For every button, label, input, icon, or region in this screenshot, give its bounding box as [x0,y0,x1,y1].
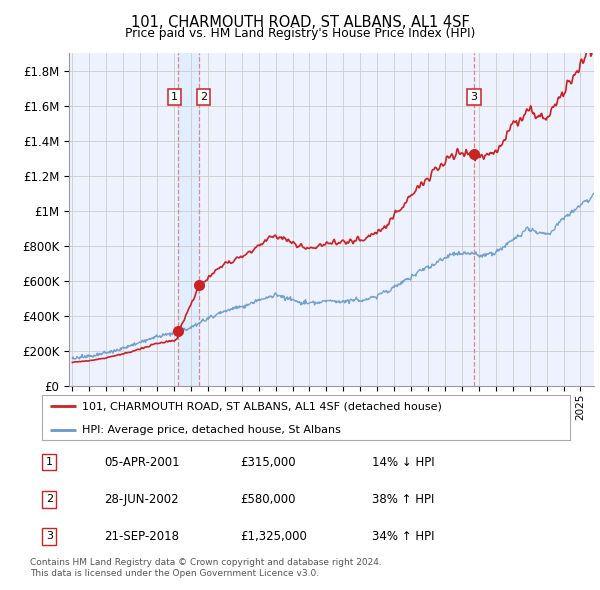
Text: Price paid vs. HM Land Registry's House Price Index (HPI): Price paid vs. HM Land Registry's House … [125,27,475,40]
Text: 3: 3 [470,92,478,102]
Text: 14% ↓ HPI: 14% ↓ HPI [372,455,435,468]
Bar [178,53,199,386]
Text: 34% ↑ HPI: 34% ↑ HPI [372,530,435,543]
Text: Contains HM Land Registry data © Crown copyright and database right 2024.
This d: Contains HM Land Registry data © Crown c… [30,558,382,578]
Text: 2: 2 [200,92,207,102]
Text: 101, CHARMOUTH ROAD, ST ALBANS, AL1 4SF (detached house): 101, CHARMOUTH ROAD, ST ALBANS, AL1 4SF … [82,401,442,411]
Text: 2: 2 [46,494,53,504]
Text: £1,325,000: £1,325,000 [240,530,307,543]
Text: 3: 3 [46,532,53,542]
Text: £315,000: £315,000 [240,455,295,468]
Text: 21-SEP-2018: 21-SEP-2018 [104,530,179,543]
Text: 101, CHARMOUTH ROAD, ST ALBANS, AL1 4SF: 101, CHARMOUTH ROAD, ST ALBANS, AL1 4SF [131,15,469,30]
Text: 1: 1 [46,457,53,467]
Text: HPI: Average price, detached house, St Albans: HPI: Average price, detached house, St A… [82,425,340,435]
Text: 28-JUN-2002: 28-JUN-2002 [104,493,179,506]
Text: £580,000: £580,000 [240,493,295,506]
Text: 38% ↑ HPI: 38% ↑ HPI [372,493,434,506]
Text: 1: 1 [170,92,178,102]
Text: 05-APR-2001: 05-APR-2001 [104,455,180,468]
